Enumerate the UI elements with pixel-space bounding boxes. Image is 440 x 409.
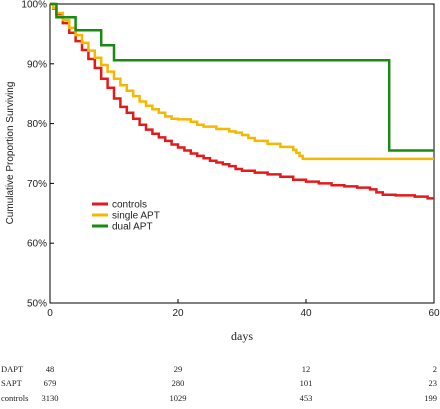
risk-count: 453 xyxy=(300,393,313,403)
legend-label: controls xyxy=(112,200,147,211)
legend-label: dual APT xyxy=(112,222,153,233)
x-tick-label: 20 xyxy=(172,308,184,319)
plot-frame xyxy=(49,3,435,304)
risk-count: 1029 xyxy=(170,393,187,403)
risk-row-label: SAPT xyxy=(1,378,23,388)
x-tick-label: 60 xyxy=(428,308,440,319)
y-tick-label: 60% xyxy=(27,239,47,250)
x-tick-label: 40 xyxy=(300,308,312,319)
y-tick-label: 50% xyxy=(27,299,47,310)
y-tick-label: 80% xyxy=(27,119,47,130)
series-layer xyxy=(50,2,434,200)
x-axis-ticks: 0 20 40 60 xyxy=(47,299,440,319)
risk-count: 23 xyxy=(429,378,438,388)
risk-table: DAPT 48 29 12 2 SAPT 679 280 101 23 controls 3130 10… xyxy=(1,364,437,403)
risk-count: 679 xyxy=(44,378,57,388)
legend-label: single APT xyxy=(112,211,160,222)
risk-count: 48 xyxy=(46,364,55,374)
risk-row-label: controls xyxy=(1,393,28,403)
x-tick-label: 0 xyxy=(47,308,53,319)
y-tick-label: 100% xyxy=(21,0,47,11)
series-line-controls xyxy=(50,2,434,200)
y-axis-label: Cumulative Proportion Surviving xyxy=(5,82,16,225)
risk-count: 29 xyxy=(174,364,183,374)
series-line-dual-apt xyxy=(50,2,434,152)
risk-count: 2 xyxy=(433,364,437,374)
risk-count: 101 xyxy=(300,378,313,388)
y-axis-ticks: 50% 60% 70% 80% 90% 100% xyxy=(21,0,54,310)
risk-count: 199 xyxy=(424,393,437,403)
risk-count: 12 xyxy=(302,364,311,374)
risk-count: 3130 xyxy=(42,393,59,403)
x-axis-label: days xyxy=(231,329,253,343)
y-tick-label: 70% xyxy=(27,179,47,190)
series-line-single-apt xyxy=(50,2,434,161)
risk-count: 280 xyxy=(172,378,185,388)
risk-row-label: DAPT xyxy=(1,364,24,374)
y-tick-label: 90% xyxy=(27,59,47,70)
